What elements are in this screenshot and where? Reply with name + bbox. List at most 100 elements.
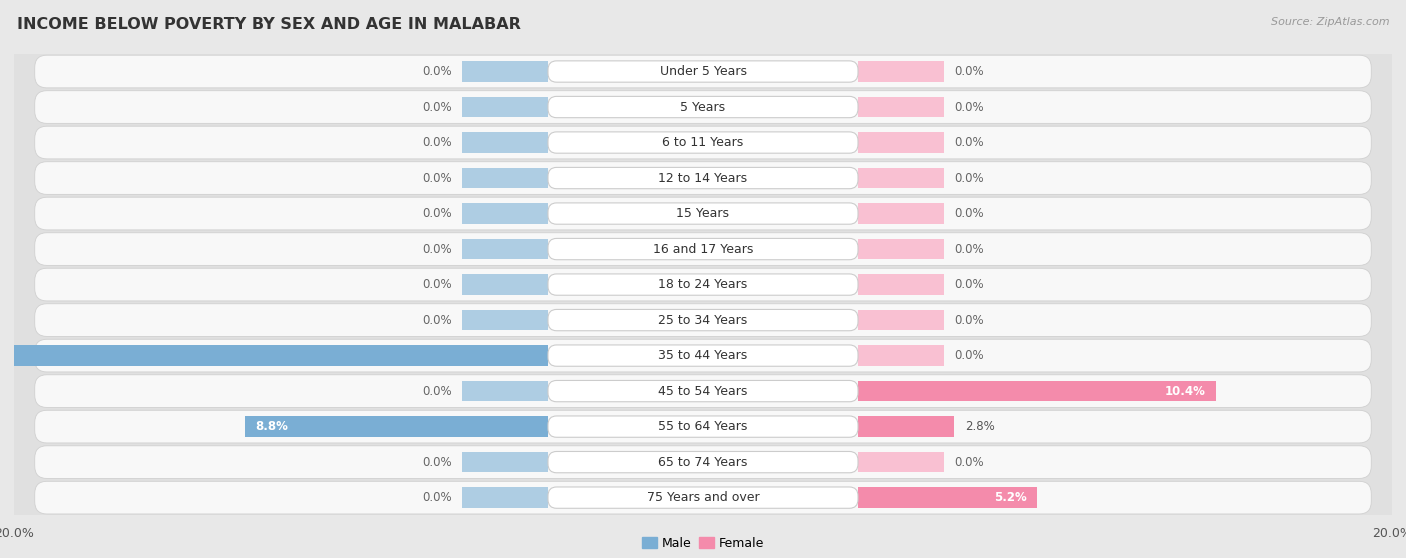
Text: 18 to 24 Years: 18 to 24 Years [658,278,748,291]
Bar [14,125,1392,160]
Bar [858,416,955,437]
FancyBboxPatch shape [548,274,858,295]
FancyBboxPatch shape [35,304,1371,336]
Bar [14,267,1392,302]
Text: 0.0%: 0.0% [955,314,984,326]
Bar [858,487,1038,508]
Text: 0.0%: 0.0% [422,100,451,113]
Bar [461,487,548,508]
FancyBboxPatch shape [35,233,1371,266]
Bar [461,132,548,153]
Text: 15 Years: 15 Years [676,207,730,220]
Text: 0.0%: 0.0% [422,243,451,256]
Bar [245,416,548,437]
Bar [461,61,548,82]
Text: INCOME BELOW POVERTY BY SEX AND AGE IN MALABAR: INCOME BELOW POVERTY BY SEX AND AGE IN M… [17,17,520,32]
Bar [14,232,1392,267]
FancyBboxPatch shape [35,126,1371,159]
FancyBboxPatch shape [548,416,858,437]
Bar [14,89,1392,125]
FancyBboxPatch shape [548,451,858,473]
FancyBboxPatch shape [35,339,1371,372]
Bar [14,54,1392,89]
Text: 16 and 17 Years: 16 and 17 Years [652,243,754,256]
Bar [858,345,945,366]
Bar [858,452,945,473]
Text: 45 to 54 Years: 45 to 54 Years [658,384,748,398]
Bar [14,373,1392,409]
FancyBboxPatch shape [548,487,858,508]
Text: 75 Years and over: 75 Years and over [647,491,759,504]
FancyBboxPatch shape [548,61,858,82]
Bar [858,168,945,189]
Text: 55 to 64 Years: 55 to 64 Years [658,420,748,433]
Text: 0.0%: 0.0% [422,456,451,469]
Bar [0,345,548,366]
FancyBboxPatch shape [35,268,1371,301]
Text: 0.0%: 0.0% [955,171,984,185]
FancyBboxPatch shape [35,197,1371,230]
FancyBboxPatch shape [35,410,1371,443]
FancyBboxPatch shape [548,238,858,259]
FancyBboxPatch shape [548,167,858,189]
Text: 0.0%: 0.0% [422,278,451,291]
FancyBboxPatch shape [35,91,1371,123]
Bar [461,310,548,330]
Bar [14,480,1392,516]
Bar [461,275,548,295]
Bar [14,196,1392,232]
Text: 0.0%: 0.0% [422,136,451,149]
FancyBboxPatch shape [35,375,1371,407]
Text: 35 to 44 Years: 35 to 44 Years [658,349,748,362]
Text: 5.2%: 5.2% [994,491,1026,504]
Text: Source: ZipAtlas.com: Source: ZipAtlas.com [1271,17,1389,27]
Bar [461,203,548,224]
FancyBboxPatch shape [548,97,858,118]
Bar [858,203,945,224]
FancyBboxPatch shape [35,446,1371,478]
Text: 0.0%: 0.0% [955,243,984,256]
FancyBboxPatch shape [35,482,1371,514]
Bar [461,97,548,117]
Bar [14,444,1392,480]
Text: 0.0%: 0.0% [955,207,984,220]
Legend: Male, Female: Male, Female [637,532,769,555]
Bar [858,97,945,117]
Text: Under 5 Years: Under 5 Years [659,65,747,78]
Bar [461,381,548,401]
Text: 0.0%: 0.0% [422,314,451,326]
FancyBboxPatch shape [548,381,858,402]
Text: 0.0%: 0.0% [955,278,984,291]
Text: 5 Years: 5 Years [681,100,725,113]
Bar [858,132,945,153]
Text: 10.4%: 10.4% [1166,384,1206,398]
Bar [14,338,1392,373]
Bar [461,452,548,473]
Bar [858,310,945,330]
Text: 0.0%: 0.0% [955,65,984,78]
Text: 8.8%: 8.8% [256,420,288,433]
Bar [858,239,945,259]
Bar [461,239,548,259]
Text: 25 to 34 Years: 25 to 34 Years [658,314,748,326]
FancyBboxPatch shape [548,203,858,224]
FancyBboxPatch shape [35,162,1371,194]
Bar [858,275,945,295]
FancyBboxPatch shape [548,345,858,366]
Bar [461,168,548,189]
Text: 0.0%: 0.0% [422,65,451,78]
Text: 0.0%: 0.0% [422,491,451,504]
FancyBboxPatch shape [548,310,858,331]
Text: 0.0%: 0.0% [955,349,984,362]
Bar [14,409,1392,444]
Text: 0.0%: 0.0% [955,456,984,469]
Bar [14,302,1392,338]
Bar [858,61,945,82]
Text: 2.8%: 2.8% [965,420,994,433]
Text: 0.0%: 0.0% [955,136,984,149]
Text: 0.0%: 0.0% [422,171,451,185]
FancyBboxPatch shape [548,132,858,153]
Text: 0.0%: 0.0% [422,384,451,398]
Text: 0.0%: 0.0% [955,100,984,113]
FancyBboxPatch shape [35,55,1371,88]
